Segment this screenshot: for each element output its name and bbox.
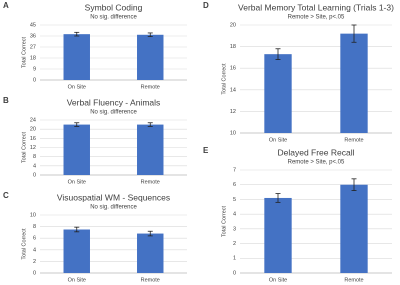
y-axis-label: Total Correct	[221, 63, 227, 95]
y-tick-label: 0	[33, 270, 36, 276]
chart-title: Delayed Free Recall	[277, 147, 354, 157]
y-tick-label: 2	[33, 259, 36, 265]
y-tick-label: 8	[33, 224, 36, 230]
chart-subtitle: No sig. difference	[90, 205, 137, 211]
y-tick-label: 12	[30, 145, 36, 151]
y-tick-label: 6	[233, 182, 236, 188]
y-axis-label: Total Correct	[21, 36, 27, 68]
y-tick-label: 18	[30, 55, 36, 61]
chart-title: Symbol Coding	[85, 2, 143, 12]
y-tick-label: 0	[33, 172, 36, 178]
chart-subtitle: Remote > Site, p<.05	[288, 15, 345, 21]
y-tick-label: 27	[30, 44, 36, 50]
x-tick-label: On Site	[68, 84, 86, 90]
y-tick-label: 9	[33, 66, 36, 72]
bar	[63, 229, 90, 273]
x-tick-label: On Site	[68, 277, 86, 283]
panel-label: B	[3, 96, 9, 105]
x-tick-label: On Site	[68, 179, 86, 185]
bar	[63, 124, 90, 175]
y-tick-label: 20	[30, 127, 36, 133]
y-tick-label: 8	[33, 154, 36, 160]
bar	[264, 197, 292, 273]
y-tick-label: 24	[30, 117, 36, 123]
y-tick-label: 12	[230, 109, 236, 115]
chart-title: Visuospatial WM - Sequences	[57, 192, 170, 202]
bar	[340, 184, 368, 273]
panel-label: D	[203, 1, 209, 10]
chart-subtitle: Remote > Site, p<.05	[288, 160, 345, 166]
y-tick-label: 0	[233, 270, 236, 276]
chart-subtitle: No sig. difference	[90, 15, 137, 21]
y-tick-label: 45	[30, 22, 36, 28]
y-tick-label: 5	[233, 197, 236, 203]
y-tick-label: 7	[233, 167, 236, 173]
chart-subtitle: No sig. difference	[90, 110, 137, 116]
bar	[137, 233, 164, 273]
panel-label: A	[3, 1, 9, 10]
bar	[340, 33, 368, 133]
bar	[264, 54, 292, 133]
y-axis-label: Total Correct	[21, 228, 27, 260]
y-axis-label: Total Correct	[221, 205, 227, 237]
y-tick-label: 10	[230, 130, 236, 136]
x-tick-label: On Site	[269, 137, 287, 143]
panel-label: C	[3, 191, 9, 200]
chart-title: Verbal Fluency - Animals	[67, 97, 161, 107]
x-tick-label: Remote	[141, 277, 160, 283]
chart-title: Verbal Memory Total Learning (Trials 1-3…	[238, 2, 394, 12]
y-tick-label: 3	[233, 226, 236, 232]
y-tick-label: 0	[33, 77, 36, 83]
bar	[137, 124, 164, 175]
x-tick-label: Remote	[141, 84, 160, 90]
x-tick-label: Remote	[344, 277, 363, 283]
y-tick-label: 18	[230, 44, 236, 50]
y-tick-label: 1	[233, 256, 236, 262]
y-tick-label: 14	[230, 87, 236, 93]
y-tick-label: 6	[33, 236, 36, 242]
y-tick-label: 2	[233, 241, 236, 247]
bar	[137, 34, 164, 80]
panel-label: E	[203, 146, 209, 155]
y-tick-label: 16	[230, 66, 236, 72]
y-tick-label: 16	[30, 136, 36, 142]
y-tick-label: 4	[233, 212, 236, 218]
x-tick-label: Remote	[141, 179, 160, 185]
x-tick-label: On Site	[269, 277, 287, 283]
y-tick-label: 4	[33, 163, 36, 169]
y-axis-label: Total Correct	[21, 131, 27, 163]
x-tick-label: Remote	[344, 137, 363, 143]
bar	[63, 34, 90, 80]
y-tick-label: 36	[30, 33, 36, 39]
y-tick-label: 20	[230, 22, 236, 28]
y-tick-label: 4	[33, 247, 36, 253]
y-tick-label: 10	[30, 212, 36, 218]
